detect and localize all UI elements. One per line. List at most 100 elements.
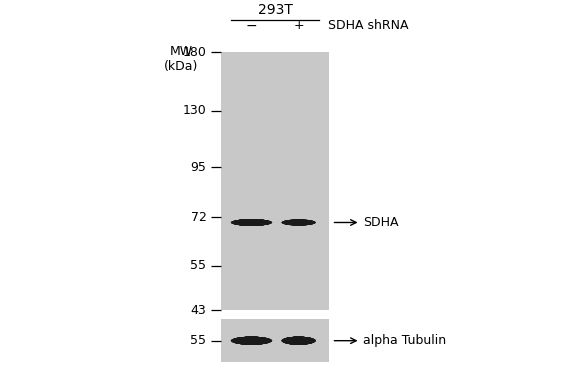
Text: 72: 72 (190, 211, 207, 224)
Ellipse shape (234, 337, 269, 345)
Ellipse shape (283, 337, 314, 345)
Ellipse shape (283, 220, 314, 225)
Ellipse shape (232, 337, 271, 345)
Ellipse shape (282, 220, 315, 225)
Ellipse shape (284, 337, 314, 345)
Ellipse shape (232, 337, 271, 345)
Ellipse shape (231, 337, 272, 345)
Ellipse shape (233, 219, 269, 226)
Ellipse shape (232, 337, 271, 345)
Ellipse shape (282, 337, 315, 345)
Ellipse shape (232, 337, 271, 345)
Text: 180: 180 (183, 46, 207, 59)
Ellipse shape (233, 219, 270, 226)
Text: SDHA shRNA: SDHA shRNA (328, 19, 408, 32)
Ellipse shape (282, 220, 316, 225)
Ellipse shape (231, 219, 272, 226)
Ellipse shape (233, 219, 270, 226)
Ellipse shape (282, 337, 316, 345)
Ellipse shape (284, 337, 314, 345)
Ellipse shape (283, 220, 314, 225)
Ellipse shape (283, 337, 314, 345)
Ellipse shape (283, 337, 314, 345)
Ellipse shape (232, 219, 271, 226)
Text: MW
(kDa): MW (kDa) (164, 45, 198, 73)
Ellipse shape (234, 219, 269, 226)
Ellipse shape (231, 337, 272, 345)
Ellipse shape (282, 337, 315, 345)
Ellipse shape (232, 219, 271, 226)
Ellipse shape (232, 219, 271, 226)
Ellipse shape (234, 339, 269, 342)
Ellipse shape (234, 221, 269, 224)
Ellipse shape (282, 220, 315, 225)
Ellipse shape (232, 219, 271, 226)
Ellipse shape (283, 337, 314, 345)
Ellipse shape (283, 337, 314, 345)
Ellipse shape (282, 220, 315, 225)
Ellipse shape (282, 337, 315, 345)
Ellipse shape (282, 220, 316, 225)
Ellipse shape (232, 337, 272, 345)
Text: 43: 43 (191, 304, 207, 317)
Bar (222, 319, 329, 362)
Ellipse shape (232, 219, 271, 226)
Ellipse shape (232, 337, 271, 345)
Text: −: − (246, 19, 257, 33)
Ellipse shape (282, 337, 316, 345)
Ellipse shape (284, 220, 314, 225)
Ellipse shape (231, 219, 272, 226)
Ellipse shape (234, 219, 269, 226)
Ellipse shape (284, 220, 314, 225)
Ellipse shape (232, 219, 271, 226)
Ellipse shape (233, 337, 270, 345)
Ellipse shape (284, 339, 314, 342)
Ellipse shape (283, 220, 314, 225)
Ellipse shape (282, 337, 315, 345)
Ellipse shape (232, 219, 272, 226)
Ellipse shape (231, 219, 272, 226)
Text: 95: 95 (190, 161, 207, 174)
Ellipse shape (233, 337, 270, 345)
Ellipse shape (233, 219, 270, 226)
Ellipse shape (233, 337, 269, 345)
Ellipse shape (283, 337, 314, 345)
Ellipse shape (231, 219, 272, 226)
Ellipse shape (283, 220, 314, 225)
Ellipse shape (283, 220, 314, 225)
Ellipse shape (282, 337, 315, 345)
Ellipse shape (283, 337, 314, 345)
Ellipse shape (232, 219, 272, 226)
Ellipse shape (282, 220, 315, 225)
Ellipse shape (282, 220, 315, 225)
Text: 55: 55 (190, 334, 207, 347)
Ellipse shape (283, 220, 314, 225)
Ellipse shape (282, 220, 315, 225)
Ellipse shape (283, 220, 314, 225)
Text: 55: 55 (190, 259, 207, 273)
Text: 293T: 293T (258, 3, 293, 17)
Ellipse shape (233, 337, 270, 345)
Ellipse shape (282, 220, 315, 225)
Ellipse shape (282, 337, 315, 345)
Ellipse shape (283, 337, 314, 345)
Ellipse shape (233, 219, 270, 226)
Ellipse shape (283, 220, 314, 225)
Ellipse shape (233, 337, 270, 345)
Ellipse shape (282, 337, 315, 345)
Text: alpha Tubulin: alpha Tubulin (363, 334, 446, 347)
Ellipse shape (284, 221, 314, 224)
Ellipse shape (233, 219, 269, 226)
Ellipse shape (231, 337, 272, 345)
Ellipse shape (282, 337, 315, 345)
Ellipse shape (232, 337, 271, 345)
Ellipse shape (234, 337, 269, 345)
Ellipse shape (282, 220, 315, 225)
Bar (222, 52, 329, 310)
Ellipse shape (231, 337, 272, 345)
Ellipse shape (233, 337, 269, 345)
Text: SDHA: SDHA (363, 216, 399, 229)
Text: 130: 130 (183, 104, 207, 118)
Ellipse shape (232, 337, 272, 345)
Text: +: + (293, 19, 304, 32)
